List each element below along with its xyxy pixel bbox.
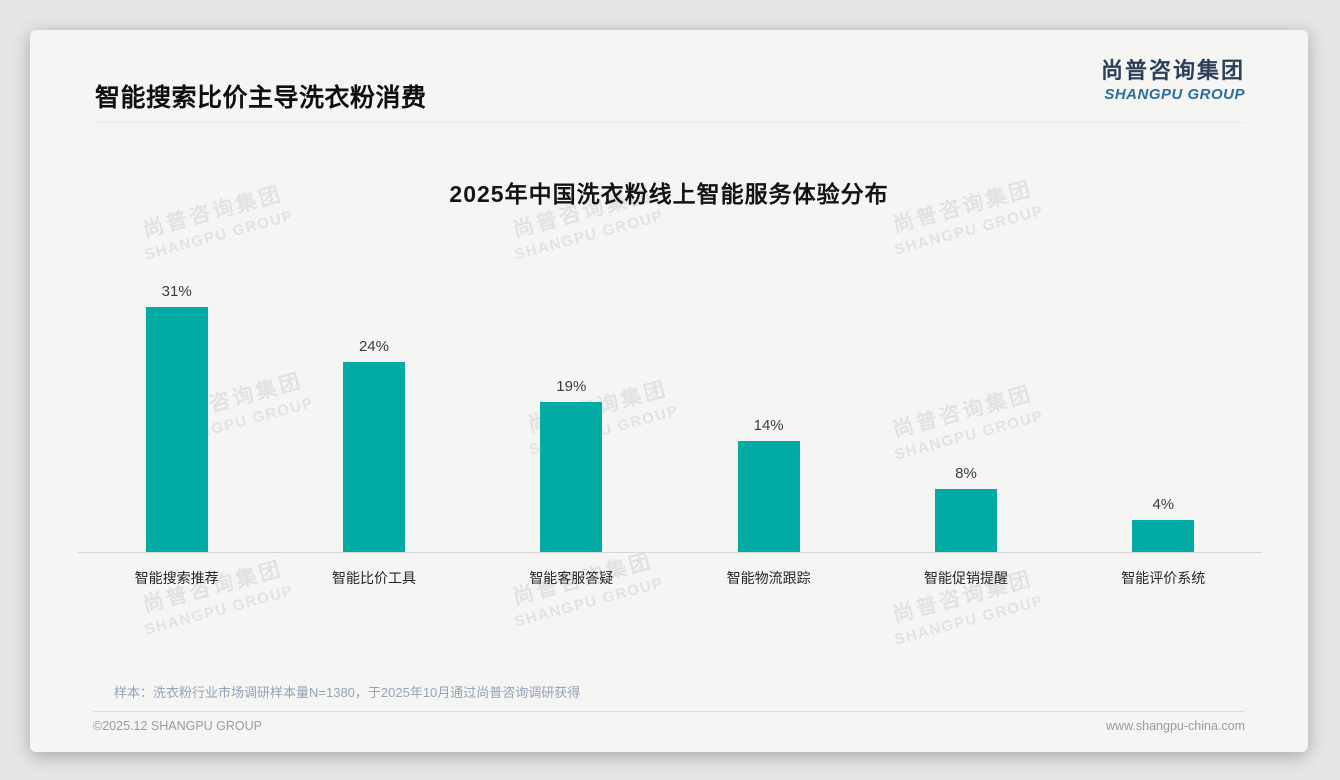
bar-value-label: 8% bbox=[955, 464, 977, 482]
bar-value-label: 31% bbox=[161, 283, 192, 301]
bar-value-label: 14% bbox=[753, 417, 784, 435]
watermark-en-text: SHANGPU GROUP bbox=[142, 582, 296, 639]
footer-copyright: ©2025.12 SHANGPU GROUP bbox=[93, 719, 262, 733]
sample-footnote: 样本：洗衣粉行业市场调研样本量N=1380，于2025年10月通过尚普咨询调研获… bbox=[114, 685, 581, 700]
footer-divider bbox=[93, 711, 1245, 712]
bar bbox=[145, 307, 208, 552]
company-logo: 尚普咨询集团 SHANGPU GROUP bbox=[1101, 53, 1245, 103]
watermark-en-text: SHANGPU GROUP bbox=[512, 207, 666, 264]
bar bbox=[737, 441, 800, 552]
slide-card: 尚普咨询集团 SHANGPU GROUP 尚普咨询集团 SHANGPU GROU… bbox=[30, 30, 1308, 752]
bar-chart: 31% 24% 19% 14% 8% 4% bbox=[78, 263, 1262, 553]
footer-website: www.shangpu-china.com bbox=[1106, 719, 1245, 733]
watermark-en-text: SHANGPU GROUP bbox=[892, 202, 1046, 259]
bar-group: 19% bbox=[473, 263, 670, 552]
category-label: 智能物流跟踪 bbox=[726, 570, 811, 586]
chart-title: 2025年中国洗衣粉线上智能服务体验分布 bbox=[449, 181, 889, 207]
bar bbox=[540, 401, 603, 552]
bar-group: 31% bbox=[78, 263, 275, 552]
category-label: 智能促销提醒 bbox=[923, 570, 1008, 586]
bar-value-label: 4% bbox=[1152, 496, 1175, 514]
header-divider bbox=[93, 122, 1245, 123]
bar-group: 14% bbox=[670, 263, 867, 552]
category-label: 智能搜索推荐 bbox=[134, 570, 219, 586]
category-label: 智能比价工具 bbox=[331, 570, 416, 586]
bar bbox=[1132, 520, 1195, 552]
category-axis: 智能搜索推荐 智能比价工具 智能客服答疑 智能物流跟踪 智能促销提醒 智能评价系… bbox=[78, 554, 1262, 588]
logo-cn-text: 尚普咨询集团 bbox=[1100, 58, 1245, 83]
bar-value-label: 24% bbox=[358, 338, 389, 356]
bar-group: 4% bbox=[1065, 263, 1262, 552]
footer: ©2025.12 SHANGPU GROUP www.shangpu-china… bbox=[93, 719, 1245, 733]
category-label: 智能客服答疑 bbox=[529, 570, 614, 586]
watermark-en-text: SHANGPU GROUP bbox=[892, 592, 1046, 649]
category-label: 智能评价系统 bbox=[1121, 570, 1206, 586]
watermark-en-text: SHANGPU GROUP bbox=[142, 207, 296, 264]
bar bbox=[934, 488, 997, 552]
bar bbox=[342, 362, 405, 552]
bar-value-label: 19% bbox=[556, 377, 587, 395]
bar-group: 8% bbox=[867, 263, 1064, 552]
logo-en-text: SHANGPU GROUP bbox=[1104, 86, 1245, 103]
page-title: 智能搜索比价主导洗衣粉消费 bbox=[95, 84, 427, 112]
bar-group: 24% bbox=[275, 263, 472, 552]
